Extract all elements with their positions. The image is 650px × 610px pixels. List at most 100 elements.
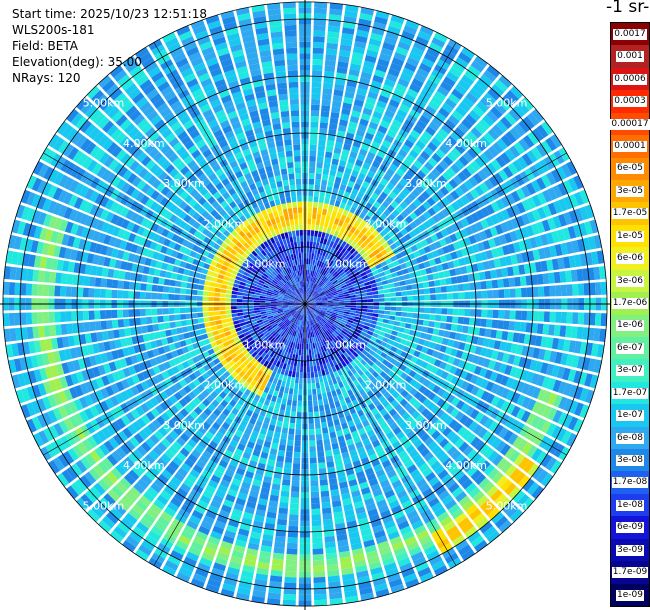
ppi-gate [341, 27, 355, 35]
ppi-gate [355, 35, 368, 44]
ppi-gate [310, 115, 319, 123]
ppi-gate [321, 308, 327, 312]
ppi-gate [480, 318, 487, 327]
ppi-ray [305, 304, 501, 543]
ppi-gate [446, 285, 453, 293]
ppi-gate [395, 46, 409, 57]
ppi-gate [351, 430, 359, 439]
ppi-gate [321, 243, 326, 251]
ppi-gate [401, 187, 411, 197]
ppi-gate [430, 137, 442, 148]
ppi-gate [364, 281, 371, 286]
ppi-ray [305, 204, 595, 304]
ppi-gate [408, 329, 416, 336]
ppi-gate [382, 84, 394, 93]
ppi-gate [404, 459, 415, 469]
ppi-gate [312, 312, 317, 317]
ppi-gate [288, 388, 294, 395]
ppi-gate [384, 464, 394, 474]
ppi-gate [308, 307, 314, 313]
ppi-gate [318, 334, 323, 341]
ppi-gate [437, 423, 448, 433]
ppi-gate [419, 115, 431, 125]
ppi-gate [512, 241, 521, 253]
ppi-gate [317, 370, 322, 377]
ppi-gate [311, 354, 316, 361]
ppi-gate [336, 343, 342, 350]
ppi-gate [88, 288, 95, 298]
ppi-gate [549, 245, 557, 258]
ppi-gate [525, 275, 533, 286]
ppi-gate [441, 207, 451, 217]
ppi-gate [157, 315, 164, 323]
ppi-gate [306, 264, 308, 270]
ppi-gate [403, 367, 412, 375]
ppi-gate [286, 445, 294, 452]
ppi-gate [265, 306, 272, 310]
ppi-gate [374, 325, 382, 331]
ppi-gate [563, 212, 573, 226]
ppi-gate [225, 293, 232, 298]
ppi-gate [349, 294, 356, 298]
ppi-gate [328, 426, 336, 433]
ppi-gate [54, 311, 61, 323]
ppi-gate [116, 309, 124, 318]
ppi-gate [461, 521, 474, 534]
ppi-gate [377, 182, 386, 191]
ppi-gate [427, 141, 438, 152]
ppi-gate [399, 494, 411, 505]
ppi-gate [346, 162, 354, 170]
ppi-gate [307, 207, 313, 214]
ppi-gate [60, 323, 68, 335]
ppi-gate [377, 245, 385, 252]
ppi-gate [450, 190, 460, 200]
ppi-gate [310, 235, 314, 242]
ppi-gate [356, 305, 362, 309]
ppi-gate [356, 299, 362, 303]
ppi-gate [455, 350, 464, 359]
ppi-gate [191, 289, 198, 295]
ppi-gate [325, 151, 333, 159]
ppi-gate [332, 323, 338, 329]
ppi-gate [465, 406, 475, 417]
ppi-gate [275, 461, 284, 468]
ppi-gate [409, 449, 419, 459]
ppi-gate [349, 394, 357, 402]
ppi-gate [332, 296, 339, 299]
ppi-gate [313, 265, 317, 272]
ppi-gate [338, 333, 344, 340]
ppi-gate [355, 308, 362, 312]
ppi-gate [332, 359, 338, 366]
ppi-gate [287, 393, 293, 401]
ppi-gate [362, 107, 373, 116]
ppi-gate [425, 236, 434, 245]
ppi-gate [321, 232, 326, 239]
ppi-gate [331, 324, 337, 330]
ppi-gate [340, 214, 347, 222]
ppi-gate [433, 240, 442, 249]
ppi-gate [456, 324, 464, 333]
ppi-gate [417, 194, 426, 204]
ppi-gate [361, 262, 368, 268]
ppi-gate [383, 314, 390, 320]
ppi-gate [322, 513, 333, 520]
ppi-gate [542, 189, 553, 203]
ppi-gate [340, 282, 347, 287]
ppi-gate [447, 308, 454, 315]
ppi-gate [318, 196, 325, 204]
ppi-gate [415, 325, 423, 332]
ppi-gate [317, 393, 323, 401]
ppi-gate [383, 173, 392, 182]
ppi-gate [299, 337, 303, 344]
ppi-gate [520, 97, 534, 111]
ppi-gate [399, 525, 412, 536]
ppi-gate [547, 202, 558, 216]
ppi-gate [410, 244, 418, 252]
ppi-gate [551, 365, 560, 378]
ppi-gate [342, 264, 349, 271]
ppi-gate [307, 394, 313, 401]
ppi-gate [389, 311, 396, 316]
ppi-gate [587, 267, 595, 281]
ppi-gate [480, 347, 488, 357]
ppi-gate [406, 509, 419, 520]
